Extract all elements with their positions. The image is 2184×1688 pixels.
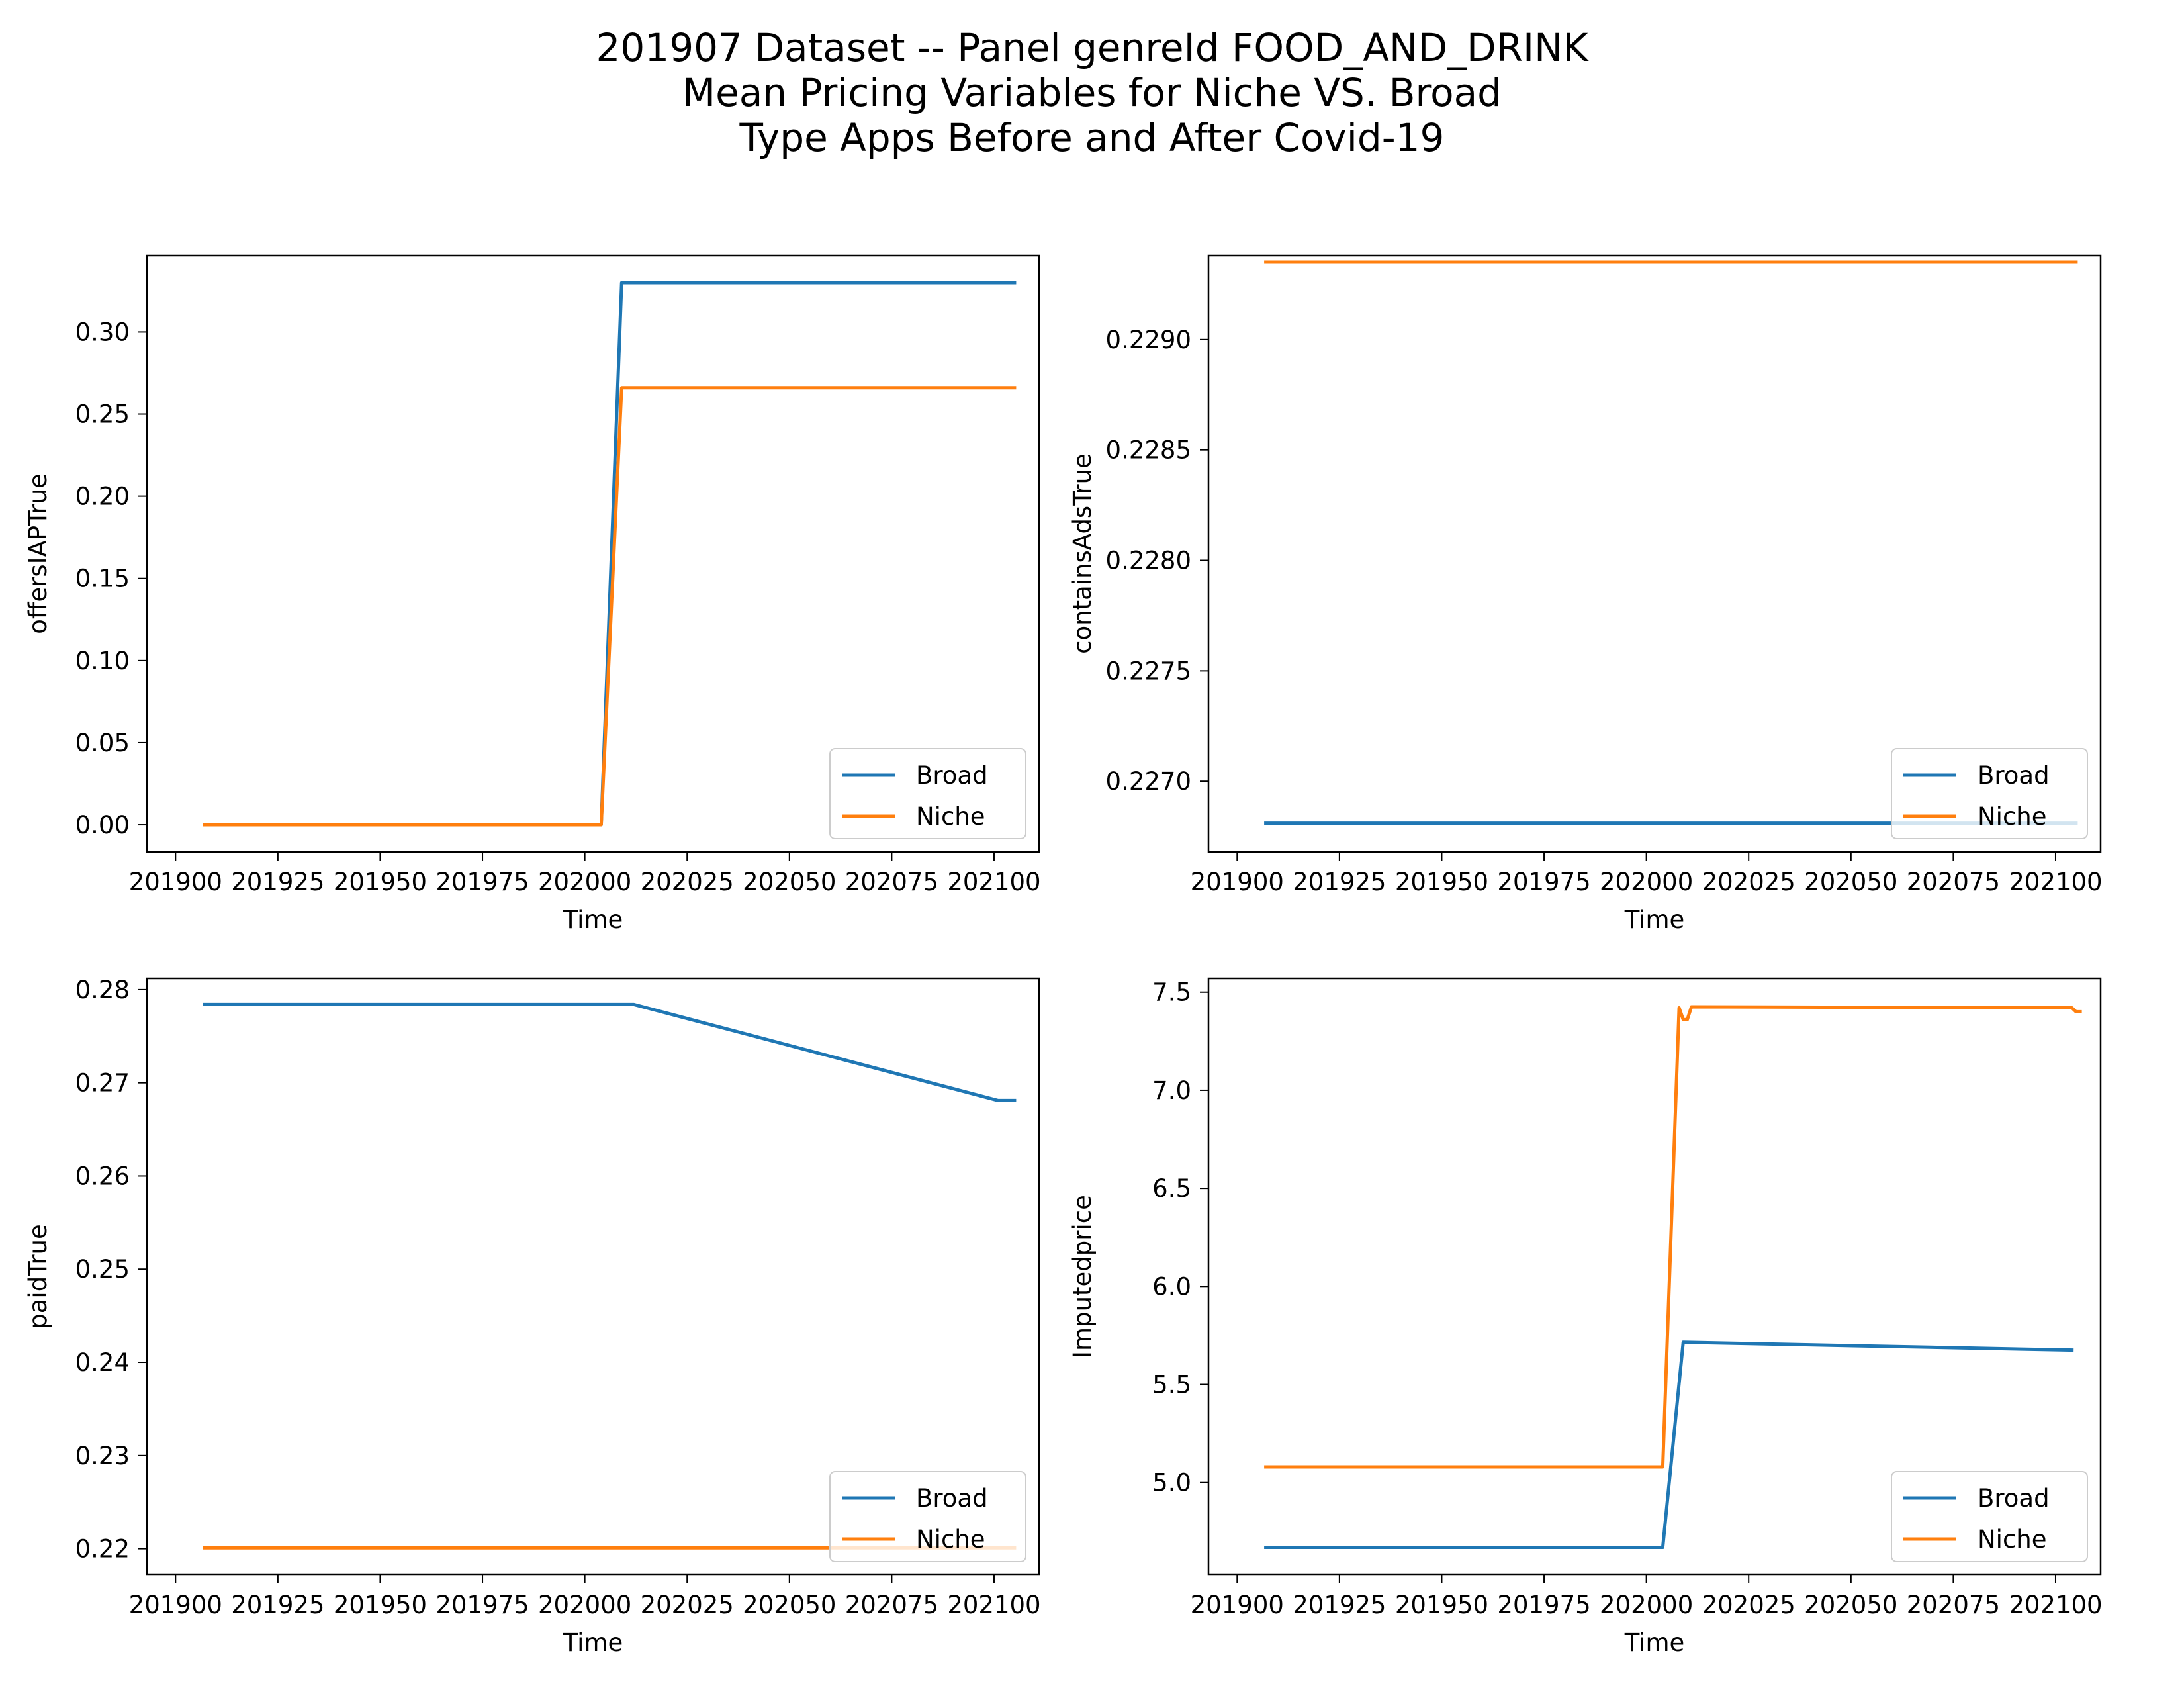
x-tick-label: 201975 [435, 1591, 529, 1619]
y-tick-label: 0.30 [75, 318, 130, 346]
y-axis-label: offersIAPTrue [24, 473, 52, 634]
legend-label-niche: Niche [916, 1525, 985, 1554]
x-tick-label: 201950 [334, 1591, 427, 1619]
x-tick-label: 201975 [435, 868, 529, 896]
y-tick-label: 0.27 [75, 1069, 130, 1098]
legend-label-niche: Niche [916, 802, 985, 831]
x-tick-label: 202025 [1702, 1591, 1796, 1619]
y-tick-label: 7.5 [1152, 978, 1191, 1007]
legend-label-broad: Broad [1978, 1484, 2050, 1513]
x-tick-label: 202075 [845, 1591, 938, 1619]
figure-title-line-2: Mean Pricing Variables for Niche VS. Bro… [682, 70, 1502, 115]
subplot-4: 201900 201925 201950 201975 202000 202025 2020… [1068, 977, 2103, 1657]
legend: Broad Niche [1891, 748, 2088, 839]
figure-title: 201907 Dataset -- Panel genreId FOOD_AND… [0, 25, 2184, 160]
x-tick-label: 202000 [538, 868, 631, 896]
y-tick-label: 6.5 [1152, 1174, 1191, 1203]
x-tick-label: 202025 [641, 1591, 734, 1619]
x-tick-label: 202050 [743, 868, 836, 896]
x-tick-label: 201900 [129, 868, 222, 896]
x-tick-label: 202100 [947, 868, 1040, 896]
axes-frame [1207, 254, 2102, 853]
subplot-1: 201900 201925 201950 201975 202000 202025 2020… [24, 254, 1041, 934]
series-line-niche [203, 386, 1017, 827]
y-tick-label: 5.0 [1152, 1469, 1191, 1497]
y-axis-label: containsAdsTrue [1068, 453, 1097, 654]
legend-label-niche: Niche [1978, 802, 2047, 831]
x-axis-label: Time [1624, 1628, 1685, 1657]
x-tick-label: 202000 [538, 1591, 631, 1619]
x-tick-label: 202100 [2009, 868, 2102, 896]
legend-label-broad: Broad [1978, 761, 2050, 790]
y-tick-label: 0.05 [75, 729, 130, 757]
y-tick-label: 0.2270 [1106, 767, 1191, 796]
x-tick-label: 202025 [1702, 868, 1796, 896]
y-tick-label: 0.28 [75, 976, 130, 1004]
legend: Broad Niche [1891, 1471, 2088, 1562]
legend-label-broad: Broad [916, 761, 988, 790]
legend: Broad Niche [829, 748, 1026, 839]
series-line-broad [1264, 1340, 2074, 1549]
x-tick-label: 202075 [1907, 1591, 2000, 1619]
figure-title-line-3: Type Apps Before and After Covid-19 [739, 115, 1445, 160]
y-tick-label: 5.5 [1152, 1371, 1191, 1399]
y-tick-label: 0.2285 [1106, 436, 1191, 465]
x-tick-label: 202100 [2009, 1591, 2102, 1619]
y-tick-label: 6.0 [1152, 1272, 1191, 1301]
legend-label-niche: Niche [1978, 1525, 2047, 1554]
x-tick-label: 202100 [947, 1591, 1040, 1619]
legend: Broad Niche [829, 1471, 1026, 1562]
legend-label-broad: Broad [916, 1484, 988, 1513]
x-axis-label: Time [563, 1628, 623, 1657]
x-tick-label: 202075 [845, 868, 938, 896]
y-tick-label: 7.0 [1152, 1076, 1191, 1105]
subplot-2: 201900 201925 201950 201975 202000 202025 2020… [1068, 254, 2103, 934]
y-tick-label: 0.2290 [1106, 326, 1191, 354]
y-tick-label: 0.23 [75, 1442, 130, 1470]
y-tick-label: 0.2280 [1106, 547, 1191, 575]
series-line-broad [203, 1002, 1017, 1102]
y-axis-label: Imputedprice [1068, 1195, 1097, 1358]
x-tick-label: 201925 [231, 868, 324, 896]
y-tick-label: 0.24 [75, 1348, 130, 1377]
x-tick-label: 201900 [1191, 1591, 1284, 1619]
y-tick-label: 0.2275 [1106, 657, 1191, 685]
x-tick-label: 201900 [1191, 868, 1284, 896]
y-tick-label: 0.25 [75, 1255, 130, 1284]
y-tick-label: 0.10 [75, 647, 130, 675]
x-tick-label: 201975 [1497, 1591, 1590, 1619]
x-tick-label: 202050 [1804, 1591, 1897, 1619]
y-tick-label: 0.15 [75, 565, 130, 593]
x-tick-label: 202000 [1600, 1591, 1693, 1619]
x-tick-label: 201950 [1395, 1591, 1488, 1619]
x-axis-label: Time [563, 906, 623, 934]
x-tick-label: 201950 [334, 868, 427, 896]
axes-frame [146, 254, 1040, 853]
y-axis-label: paidTrue [24, 1224, 52, 1329]
series-line-niche [1264, 1005, 2082, 1469]
series-line-broad [203, 281, 1017, 827]
y-tick-label: 0.00 [75, 811, 130, 839]
x-tick-label: 202050 [1804, 868, 1897, 896]
x-axis-label: Time [1624, 906, 1685, 934]
y-tick-label: 0.25 [75, 400, 130, 429]
x-tick-label: 202075 [1907, 868, 2000, 896]
x-tick-label: 201900 [129, 1591, 222, 1619]
figure-title-line-1: 201907 Dataset -- Panel genreId FOOD_AND… [596, 25, 1588, 70]
subplot-3: 201900 201925 201950 201975 202000 202025 2020… [24, 976, 1041, 1657]
x-tick-label: 201950 [1395, 868, 1488, 896]
y-tick-label: 0.26 [75, 1162, 130, 1190]
x-tick-label: 202025 [641, 868, 734, 896]
axes-frame [146, 977, 1040, 1576]
x-tick-label: 201975 [1497, 868, 1590, 896]
axes-frame [1207, 977, 2102, 1576]
y-tick-label: 0.22 [75, 1535, 130, 1564]
x-tick-label: 201925 [1293, 868, 1386, 896]
x-tick-label: 201925 [1293, 1591, 1386, 1619]
x-tick-label: 202050 [743, 1591, 836, 1619]
y-tick-label: 0.20 [75, 483, 130, 511]
x-tick-label: 201925 [231, 1591, 324, 1619]
x-tick-label: 202000 [1600, 868, 1693, 896]
